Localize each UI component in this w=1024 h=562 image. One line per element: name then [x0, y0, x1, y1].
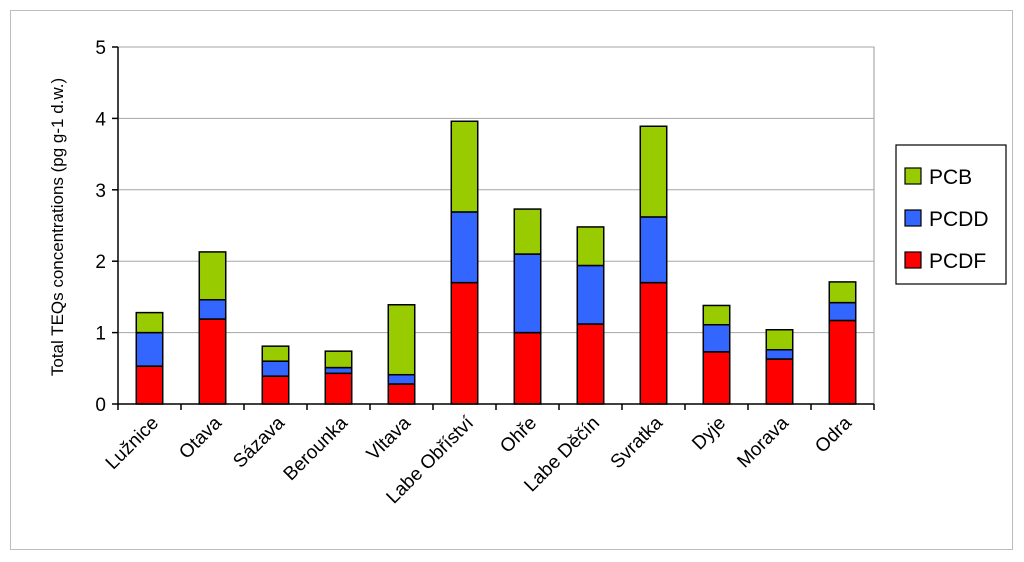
bar-segment-pcb [135, 311, 164, 334]
bar-segment-pcdd [450, 211, 479, 284]
bar-segment-pcb [261, 345, 290, 362]
bar-segment-pcdf [135, 365, 164, 405]
y-tick-label: 1 [95, 324, 106, 345]
bar-segment-pcdf [702, 351, 731, 405]
bar-segment-pcb [450, 120, 479, 213]
y-tick-label: 4 [95, 109, 106, 130]
x-tick-label: Ohře [496, 413, 541, 458]
bar-segment-pcdf [576, 323, 605, 405]
x-tick-label: Dyje [688, 413, 730, 455]
bar-segment-pcdd [513, 253, 542, 334]
legend-label-pcdf: PCDF [929, 250, 986, 273]
bar-segment-pcdd [324, 366, 353, 375]
bar-segment-pcdd [828, 301, 857, 322]
bar-segment-pcdf [765, 358, 794, 405]
bar-segment-pcdf [324, 372, 353, 405]
bar-segment-pcb [702, 304, 731, 326]
bar-segment-pcdd [387, 373, 416, 385]
bar-segment-pcdd [702, 323, 731, 353]
bar-segment-pcb [828, 281, 857, 304]
y-tick-label: 2 [95, 252, 106, 273]
plot-area [117, 46, 875, 405]
x-tick-label: Morava [733, 412, 793, 472]
bar-segment-pcdf [513, 331, 542, 405]
y-tick-labels: 0 1 2 3 4 5 [95, 38, 106, 416]
legend-label-pcdd: PCDD [929, 208, 989, 231]
bar-segment-pcb [639, 125, 668, 218]
legend-swatch-pcb [904, 167, 922, 185]
legend-label-pcb: PCB [929, 166, 972, 189]
x-tick-label: Sázava [229, 412, 289, 472]
x-tick-label: Vltava [363, 412, 415, 464]
legend: PCB PCDD PCDF [895, 144, 1007, 285]
bar-segment-pcdd [765, 348, 794, 360]
x-tick-label: Lužnice [102, 413, 163, 474]
bar-segment-pcb [765, 328, 794, 351]
bar-segment-pcdd [135, 331, 164, 367]
x-tick-label: Svratka [607, 412, 668, 473]
bar-segment-pcb [576, 226, 605, 267]
bar-segment-pcb [324, 350, 353, 369]
bar-segment-pcdd [639, 216, 668, 284]
bar-segment-pcb [513, 208, 542, 255]
bar-segment-pcb [198, 251, 227, 301]
legend-swatch-pcdf [904, 251, 922, 269]
axes [112, 46, 875, 410]
bar-segment-pcdf [198, 318, 227, 405]
y-axis-label: Total TEQs concentrations (pg g-1 d.w.) [48, 78, 67, 376]
bar-segment-pcdf [450, 281, 479, 405]
bar-segment-pcdf [387, 383, 416, 405]
grid-lines [117, 46, 875, 405]
x-tick-label: Otava [175, 412, 226, 463]
y-tick-label: 0 [95, 395, 106, 416]
y-tick-label: 5 [95, 38, 106, 59]
x-tick-label: Berounka [280, 412, 353, 485]
bar-segment-pcdd [261, 360, 290, 377]
bar-segment-pcdf [639, 281, 668, 405]
bar-segment-pcdd [576, 264, 605, 325]
bar-segment-pcdf [828, 319, 857, 405]
x-tick-label: Odra [811, 412, 856, 457]
y-tick-label: 3 [95, 181, 106, 202]
bar-segment-pcb [387, 304, 416, 376]
bar-segment-pcdd [198, 299, 227, 320]
legend-swatch-pcdd [904, 209, 922, 227]
bar-segment-pcdf [261, 375, 290, 405]
